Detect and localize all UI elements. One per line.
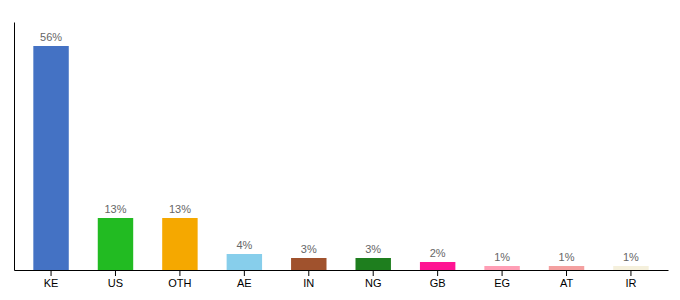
data-label: 3%	[301, 243, 317, 255]
x-tick: OTH	[168, 270, 191, 289]
bar	[291, 258, 326, 270]
x-tick-mark	[566, 270, 567, 276]
x-tick-mark	[115, 270, 116, 276]
data-label: 1%	[559, 251, 575, 263]
x-tick: IN	[303, 270, 314, 289]
x-axis: KE US OTH AE IN NG GB EG AT IR	[15, 270, 669, 289]
y-axis-line	[14, 23, 15, 271]
data-label: 1%	[494, 251, 510, 263]
x-tick-label: IN	[303, 277, 314, 289]
plot-area: 56% 13% 13% 4% 3% 3% 2% 1% 1% 1% KE US OTH AE IN NG GB EG…	[15, 23, 669, 289]
x-tick-label: IR	[625, 277, 636, 289]
bar	[484, 266, 519, 270]
x-tick: IR	[625, 270, 636, 289]
x-tick-label: NG	[365, 277, 382, 289]
x-tick: US	[108, 270, 123, 289]
x-tick-mark	[373, 270, 374, 276]
data-label: 1%	[623, 251, 639, 263]
x-tick-label: GB	[430, 277, 446, 289]
data-labels: 56% 13% 13% 4% 3% 3% 2% 1% 1% 1%	[40, 31, 639, 263]
bar	[355, 258, 390, 270]
chart-svg: 56% 13% 13% 4% 3% 3% 2% 1% 1% 1% KE US OTH AE IN NG GB EG…	[0, 0, 680, 300]
x-axis-line	[15, 270, 669, 271]
bar	[549, 266, 584, 270]
data-label: 13%	[104, 203, 126, 215]
data-label: 2%	[430, 247, 446, 259]
data-label: 56%	[40, 31, 62, 43]
bars	[33, 46, 648, 270]
x-tick-label: KE	[44, 277, 59, 289]
data-label: 4%	[236, 239, 252, 251]
x-tick: AE	[237, 270, 252, 289]
x-tick-mark	[179, 270, 180, 276]
x-tick-mark	[244, 270, 245, 276]
x-tick-label: EG	[494, 277, 510, 289]
x-tick: GB	[430, 270, 446, 289]
x-tick-mark	[51, 270, 52, 276]
x-tick-mark	[308, 270, 309, 276]
bar	[33, 46, 68, 270]
x-tick-label: AT	[560, 277, 574, 289]
bar	[613, 266, 648, 270]
data-label: 3%	[365, 243, 381, 255]
bar	[98, 218, 133, 270]
x-tick-mark	[630, 270, 631, 276]
chart-container: 56% 13% 13% 4% 3% 3% 2% 1% 1% 1% KE US OTH AE IN NG GB EG…	[0, 0, 680, 300]
x-tick: KE	[44, 270, 59, 289]
x-tick-label: US	[108, 277, 123, 289]
bar	[227, 254, 262, 270]
bar	[420, 262, 455, 270]
x-tick-label: OTH	[168, 277, 191, 289]
x-tick: EG	[494, 270, 510, 289]
x-tick: NG	[365, 270, 382, 289]
x-tick-mark	[502, 270, 503, 276]
data-label: 13%	[169, 203, 191, 215]
x-tick-mark	[437, 270, 438, 276]
bar	[162, 218, 197, 270]
x-tick: AT	[560, 270, 574, 289]
x-tick-label: AE	[237, 277, 252, 289]
y-axis	[14, 23, 15, 271]
